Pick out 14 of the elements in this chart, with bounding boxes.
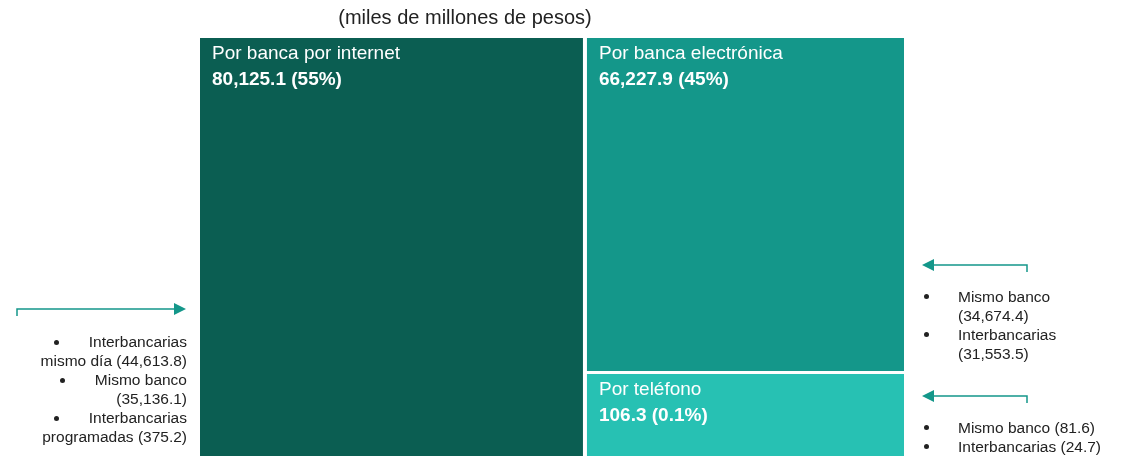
text: (miles de millones de pesos) bbox=[337, 6, 593, 29]
data-label: 106.3 (0.1%) bbox=[598, 403, 708, 425]
text: Interbancarias (31,553.5) bbox=[958, 326, 1057, 362]
text: Mismo banco (34,674.4) bbox=[958, 288, 1051, 324]
text: Interbancarias mismo día (44,613.8) bbox=[40, 333, 187, 369]
category-label: Por banca por internet bbox=[212, 41, 401, 63]
text: Interbancarias programadas (375.2) bbox=[42, 409, 187, 445]
text: Mismo banco (81.6) bbox=[958, 419, 1095, 436]
category-label: Por teléfono bbox=[598, 377, 702, 399]
data-label: 66,227.9 (45%) bbox=[598, 67, 729, 89]
category-label: Por banca electrónica bbox=[598, 41, 784, 63]
text: Interbancarias (24.7) bbox=[958, 438, 1102, 455]
data-label: 80,125.1 (55%) bbox=[212, 67, 342, 89]
text: Mismo banco (35,136.1) bbox=[94, 371, 187, 407]
